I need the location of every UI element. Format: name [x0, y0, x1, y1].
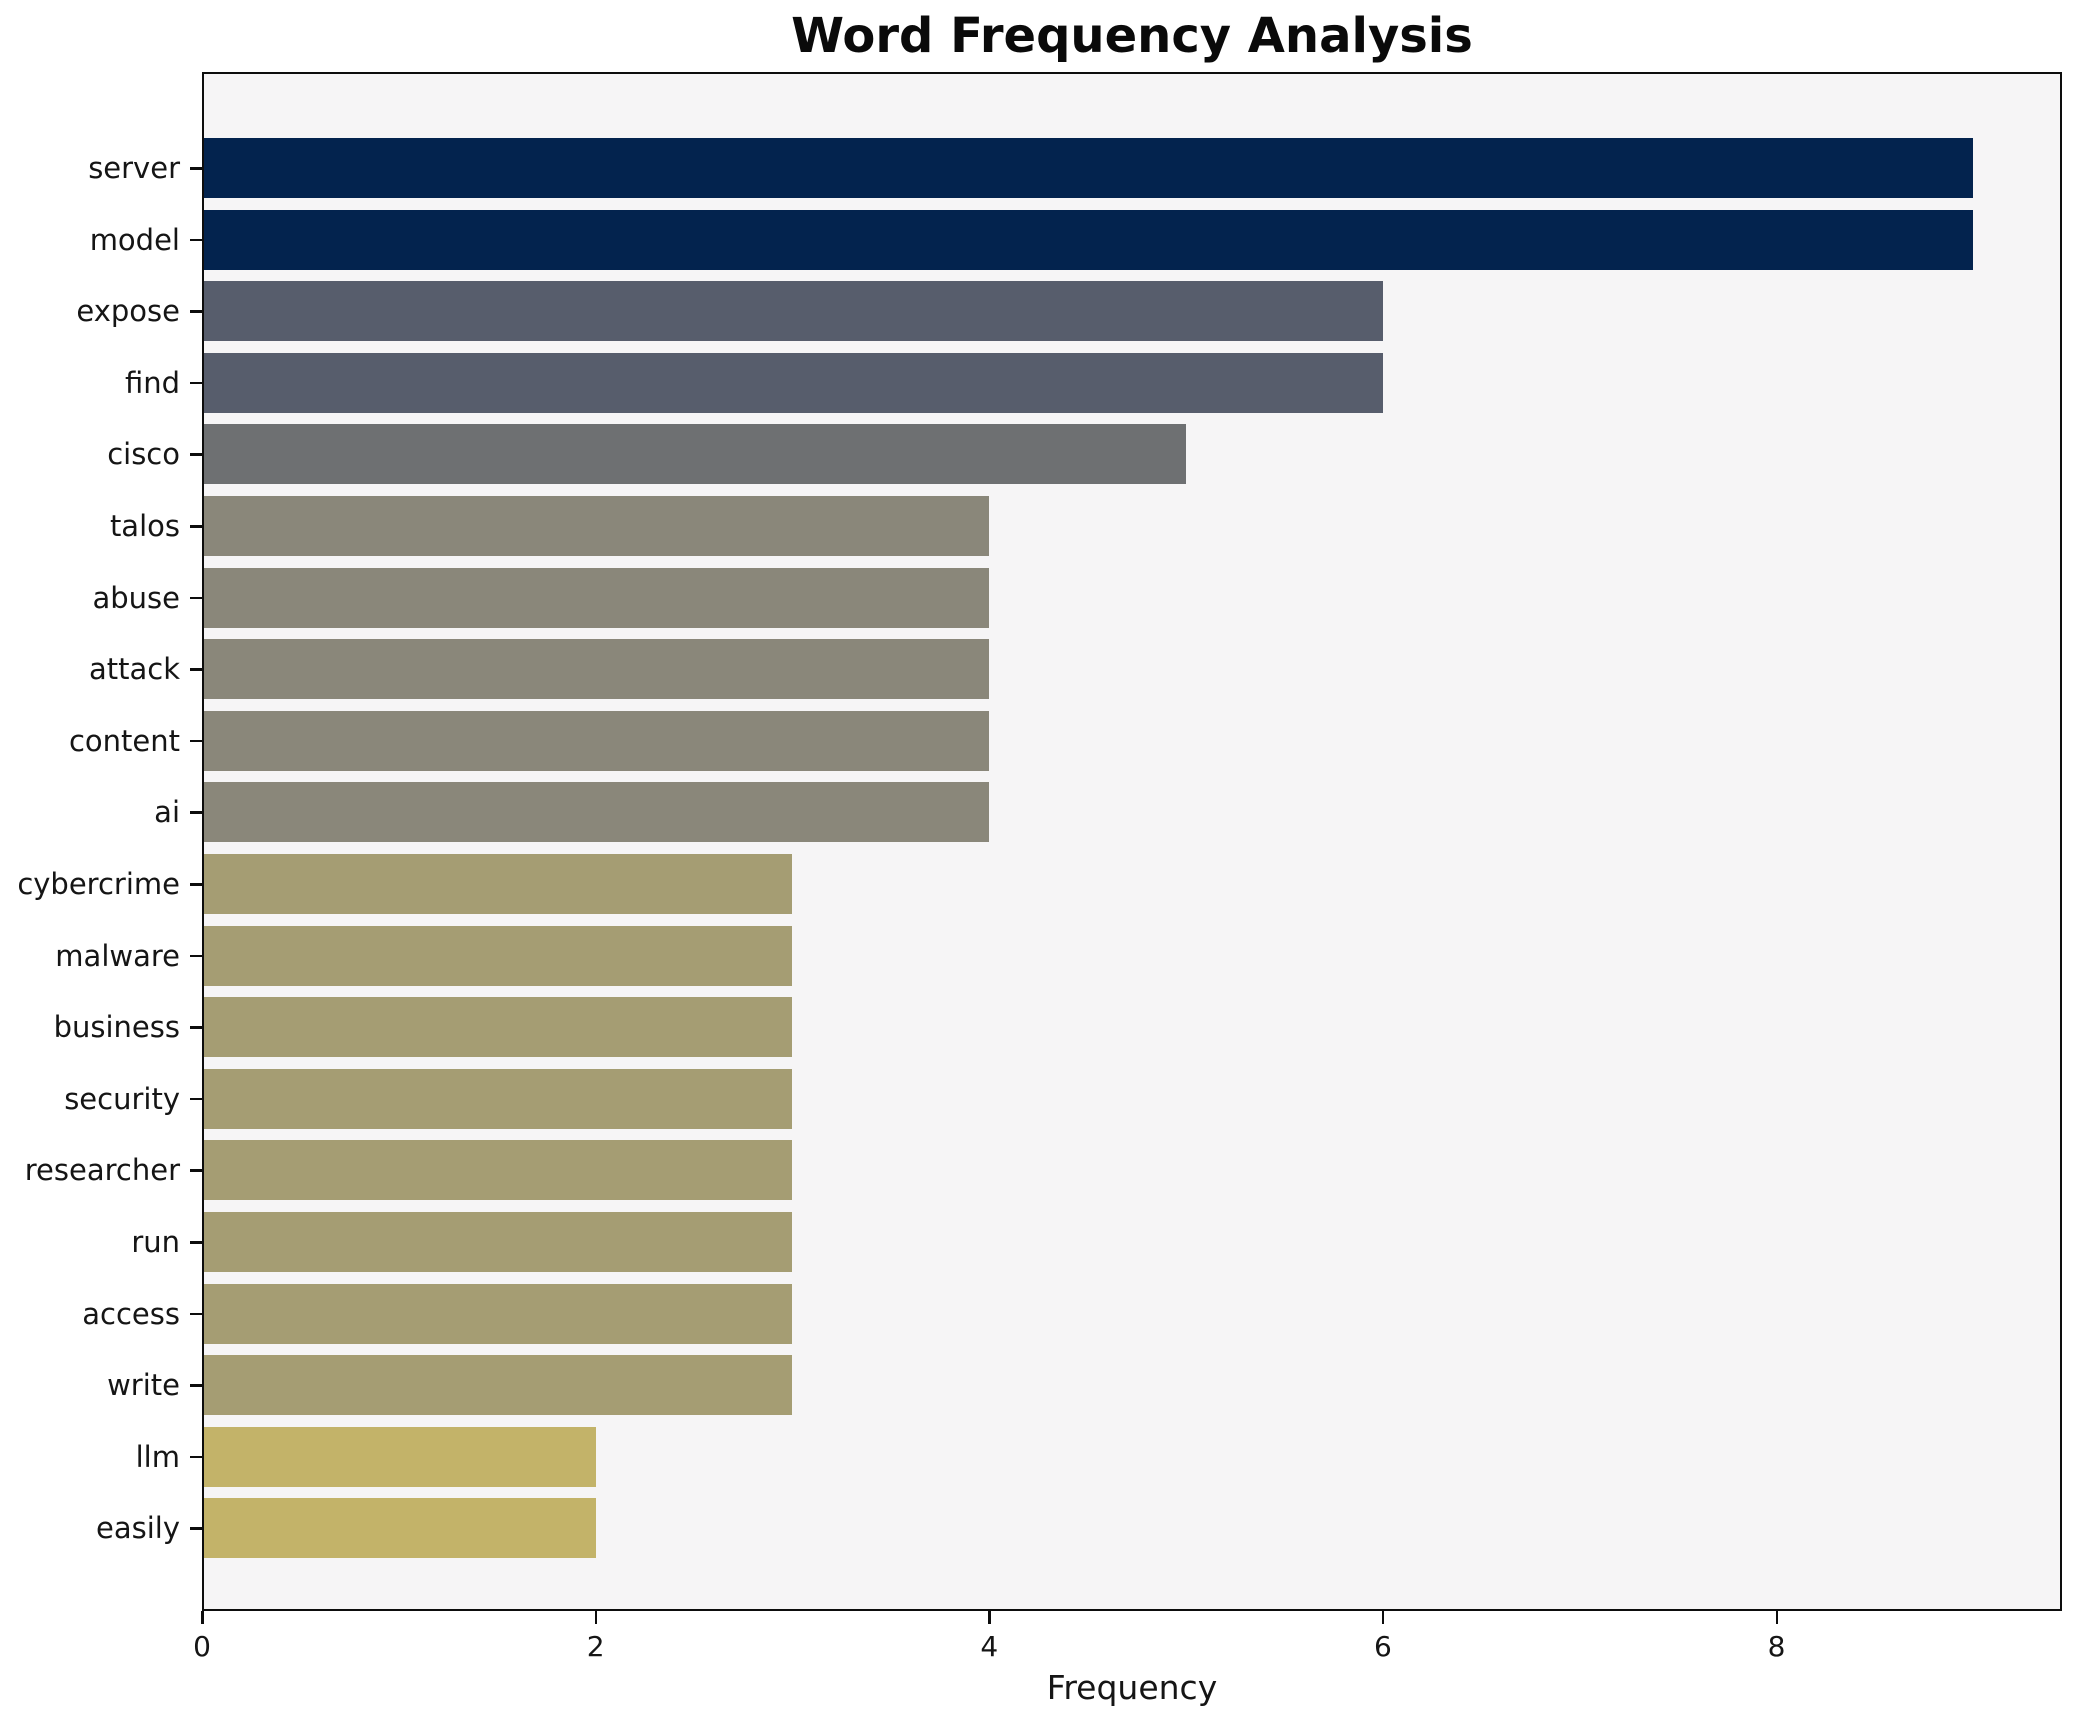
bar-write	[204, 1355, 793, 1416]
y-tick-mark	[190, 1455, 202, 1459]
y-tick-label-model: model	[89, 222, 180, 257]
y-tick-mark	[190, 954, 202, 958]
bar-business	[204, 997, 793, 1058]
y-tick-label-abuse: abuse	[92, 580, 180, 615]
bar-abuse	[204, 567, 990, 628]
y-tick-mark	[190, 1026, 202, 1029]
bar-easily	[204, 1498, 596, 1559]
bar-llm	[204, 1426, 596, 1487]
y-tick-mark	[190, 310, 202, 313]
y-tick-label-ai: ai	[154, 795, 180, 830]
chart-title: Word Frequency Analysis	[791, 8, 1473, 64]
bar-server	[204, 138, 1974, 198]
x-tick-label-2: 2	[586, 1630, 605, 1663]
y-tick-label-run: run	[131, 1225, 180, 1259]
y-tick-mark	[190, 238, 202, 242]
y-tick-mark	[190, 525, 202, 528]
y-tick-label-write: write	[107, 1368, 180, 1403]
y-tick-label-researcher: researcher	[24, 1153, 180, 1188]
bar-cybercrime	[204, 854, 793, 914]
y-tick-mark	[190, 811, 202, 814]
bar-model	[204, 209, 1974, 270]
y-tick-label-cisco: cisco	[107, 437, 180, 472]
y-tick-label-security: security	[64, 1081, 180, 1116]
y-tick-label-expose: expose	[76, 294, 180, 329]
x-tick-mark	[594, 1611, 598, 1624]
y-tick-mark	[190, 1097, 202, 1101]
y-tick-label-easily: easily	[96, 1511, 180, 1546]
x-tick-label-0: 0	[193, 1630, 211, 1663]
y-tick-label-malware: malware	[55, 938, 180, 973]
x-tick-mark	[988, 1611, 991, 1624]
y-tick-mark	[190, 1384, 202, 1387]
y-tick-mark	[190, 596, 202, 600]
y-tick-mark	[190, 1169, 202, 1172]
y-tick-mark	[190, 668, 202, 671]
bar-access	[204, 1283, 793, 1344]
y-tick-mark	[190, 381, 202, 385]
y-tick-label-llm: llm	[135, 1439, 180, 1474]
bar-researcher	[204, 1140, 793, 1201]
y-tick-label-access: access	[82, 1296, 180, 1331]
bar-attack	[204, 639, 990, 700]
y-tick-label-server: server	[88, 151, 180, 185]
y-tick-label-business: business	[53, 1010, 180, 1045]
bar-expose	[204, 281, 1383, 342]
y-tick-mark	[190, 883, 202, 886]
bar-security	[204, 1068, 793, 1129]
y-tick-label-talos: talos	[109, 509, 180, 543]
y-tick-label-find: find	[124, 365, 180, 400]
bar-ai	[204, 782, 990, 843]
y-tick-label-content: content	[68, 723, 180, 758]
bar-talos	[204, 496, 990, 556]
bar-content	[204, 710, 990, 771]
bar-find	[204, 352, 1383, 413]
x-axis-label: Frequency	[1046, 1668, 1218, 1707]
y-tick-mark	[190, 1527, 202, 1530]
y-tick-mark	[190, 1312, 202, 1316]
bar-malware	[204, 925, 793, 986]
y-tick-mark	[190, 739, 202, 743]
bar-run	[204, 1212, 793, 1272]
x-tick-label-8: 8	[1767, 1630, 1786, 1663]
x-tick-mark	[1775, 1611, 1779, 1624]
y-tick-label-attack: attack	[88, 652, 180, 687]
y-tick-mark	[190, 1241, 202, 1244]
x-tick-label-6: 6	[1374, 1630, 1392, 1663]
bar-cisco	[204, 424, 1187, 485]
y-tick-mark	[190, 167, 202, 170]
y-tick-label-cybercrime: cybercrime	[17, 867, 180, 901]
y-tick-mark	[190, 453, 202, 456]
x-tick-mark	[1381, 1611, 1385, 1624]
x-tick-mark	[201, 1611, 204, 1624]
x-tick-label-4: 4	[980, 1630, 999, 1663]
